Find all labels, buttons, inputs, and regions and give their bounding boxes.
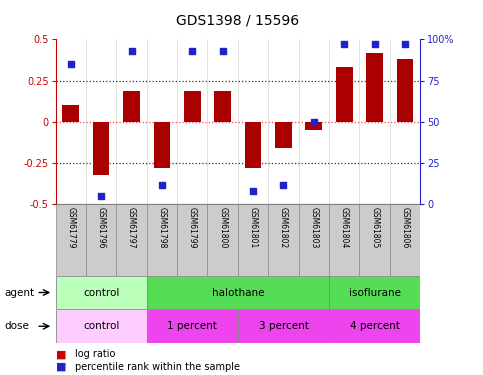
Bar xyxy=(86,204,116,276)
Point xyxy=(371,41,379,47)
Point xyxy=(249,188,257,194)
Point xyxy=(310,119,318,125)
Bar xyxy=(238,204,268,276)
Bar xyxy=(366,53,383,122)
Text: GSM61804: GSM61804 xyxy=(340,207,349,249)
Bar xyxy=(336,68,353,122)
Bar xyxy=(62,105,79,122)
Bar xyxy=(245,122,261,168)
Bar xyxy=(359,204,390,276)
Text: control: control xyxy=(83,321,119,331)
Bar xyxy=(268,204,298,276)
Bar xyxy=(390,204,420,276)
Bar xyxy=(56,204,86,276)
Bar xyxy=(93,122,110,175)
Bar xyxy=(177,204,208,276)
Point xyxy=(67,61,74,67)
Bar xyxy=(329,276,420,309)
Text: dose: dose xyxy=(5,321,30,331)
Text: GSM61779: GSM61779 xyxy=(66,207,75,249)
Text: GSM61797: GSM61797 xyxy=(127,207,136,249)
Text: percentile rank within the sample: percentile rank within the sample xyxy=(75,362,240,372)
Bar xyxy=(214,90,231,122)
Text: GSM61801: GSM61801 xyxy=(249,207,257,249)
Bar xyxy=(329,309,420,343)
Point xyxy=(401,41,409,47)
Bar xyxy=(208,204,238,276)
Point xyxy=(97,193,105,199)
Bar xyxy=(397,59,413,122)
Text: GSM61800: GSM61800 xyxy=(218,207,227,249)
Bar xyxy=(154,122,170,168)
Text: GSM61796: GSM61796 xyxy=(97,207,106,249)
Text: 3 percent: 3 percent xyxy=(258,321,309,331)
Text: GSM61805: GSM61805 xyxy=(370,207,379,249)
Bar xyxy=(116,204,147,276)
Bar xyxy=(147,309,238,343)
Point xyxy=(158,182,166,188)
Point xyxy=(128,48,135,54)
Text: halothane: halothane xyxy=(212,288,264,297)
Text: control: control xyxy=(83,288,119,297)
Bar xyxy=(184,90,200,122)
Bar xyxy=(329,204,359,276)
Text: GSM61806: GSM61806 xyxy=(400,207,410,249)
Bar xyxy=(56,276,147,309)
Text: agent: agent xyxy=(5,288,35,297)
Bar xyxy=(305,122,322,130)
Bar xyxy=(56,309,147,343)
Bar xyxy=(238,309,329,343)
Text: GDS1398 / 15596: GDS1398 / 15596 xyxy=(176,13,299,27)
Text: 4 percent: 4 percent xyxy=(350,321,399,331)
Bar xyxy=(298,204,329,276)
Point xyxy=(341,41,348,47)
Text: GSM61803: GSM61803 xyxy=(309,207,318,249)
Bar xyxy=(275,122,292,148)
Bar xyxy=(147,204,177,276)
Bar xyxy=(147,276,329,309)
Point xyxy=(219,48,227,54)
Point xyxy=(188,48,196,54)
Text: GSM61798: GSM61798 xyxy=(157,207,167,249)
Text: 1 percent: 1 percent xyxy=(167,321,217,331)
Text: ■: ■ xyxy=(56,362,66,372)
Bar xyxy=(123,90,140,122)
Text: GSM61802: GSM61802 xyxy=(279,207,288,249)
Text: ■: ■ xyxy=(56,350,66,359)
Text: GSM61799: GSM61799 xyxy=(188,207,197,249)
Point xyxy=(280,182,287,188)
Text: log ratio: log ratio xyxy=(75,350,115,359)
Text: isoflurane: isoflurane xyxy=(349,288,400,297)
